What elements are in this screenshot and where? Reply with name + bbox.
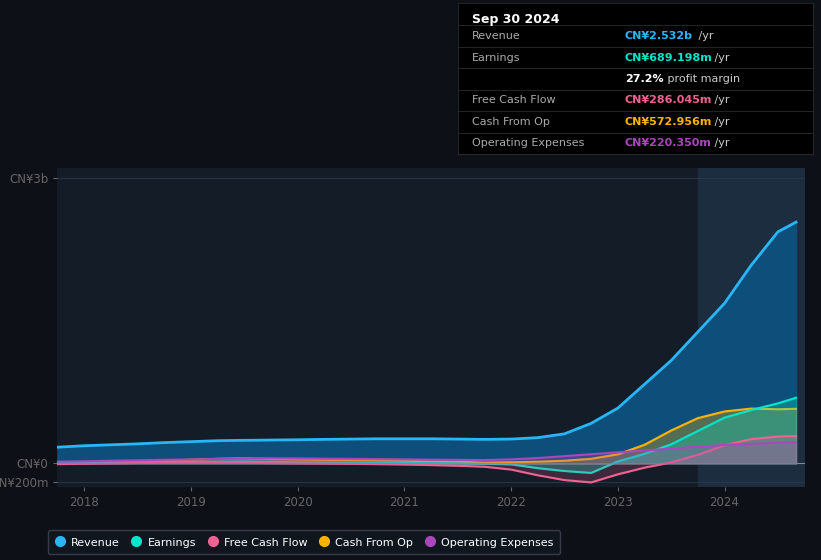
Text: Cash From Op: Cash From Op (472, 117, 550, 127)
Text: CN¥220.350m: CN¥220.350m (625, 138, 712, 148)
Text: CN¥2.532b: CN¥2.532b (625, 31, 693, 41)
Text: /yr: /yr (711, 95, 729, 105)
Text: 27.2%: 27.2% (625, 74, 663, 84)
Text: /yr: /yr (711, 53, 729, 63)
Text: CN¥572.956m: CN¥572.956m (625, 117, 712, 127)
Text: Free Cash Flow: Free Cash Flow (472, 95, 556, 105)
Text: Sep 30 2024: Sep 30 2024 (472, 13, 560, 26)
Text: /yr: /yr (695, 31, 713, 41)
Legend: Revenue, Earnings, Free Cash Flow, Cash From Op, Operating Expenses: Revenue, Earnings, Free Cash Flow, Cash … (48, 530, 560, 554)
Text: Operating Expenses: Operating Expenses (472, 138, 585, 148)
Text: /yr: /yr (711, 138, 729, 148)
Text: CN¥286.045m: CN¥286.045m (625, 95, 712, 105)
Text: Earnings: Earnings (472, 53, 521, 63)
Text: CN¥689.198m: CN¥689.198m (625, 53, 713, 63)
Text: Revenue: Revenue (472, 31, 521, 41)
Text: /yr: /yr (711, 117, 729, 127)
Text: profit margin: profit margin (664, 74, 740, 84)
Bar (698, 168, 805, 487)
